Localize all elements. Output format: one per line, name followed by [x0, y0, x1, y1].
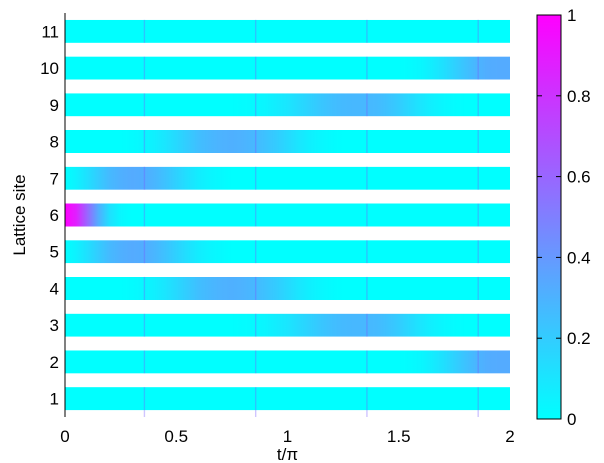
y-tick-label: 10: [40, 59, 59, 78]
y-tick-label: 11: [41, 22, 59, 41]
x-tick-label: 1.5: [387, 427, 411, 446]
band-site-9: [65, 93, 510, 117]
x-tick-labels: 0 0.5 1 1.5 2: [60, 427, 514, 446]
x-tick-label: 2: [505, 427, 514, 446]
band-site-11: [65, 19, 510, 43]
band-gap: [66, 336, 511, 351]
band-gap: [66, 6, 511, 20]
x-tick-label: 0.5: [164, 427, 188, 446]
colorbar-tick-label: 0.4: [567, 248, 591, 267]
y-tick-label: 7: [50, 169, 59, 188]
colorbar-tick-label: 0.8: [567, 87, 591, 106]
colorbar: [536, 14, 562, 420]
band-site-5: [65, 240, 510, 264]
x-axis-label: t/π: [277, 445, 298, 463]
y-tick-label: 4: [50, 279, 59, 298]
y-axis-label: Lattice site: [10, 174, 29, 255]
time-gridlines: [66, 6, 511, 417]
colorbar-tick-label: 0.2: [567, 329, 591, 348]
x-tick-label: 1: [283, 427, 292, 446]
y-tick-label: 5: [50, 243, 59, 262]
band-gap: [66, 79, 511, 94]
colorbar-tick-label: 1: [567, 6, 576, 25]
band-site-1: [65, 387, 510, 411]
x-tick-label: 0: [60, 427, 69, 446]
band-gap: [66, 189, 511, 204]
band-site-8: [65, 130, 510, 153]
band-site-7: [65, 166, 510, 190]
band-site-6: [65, 203, 510, 227]
y-tick-label: 9: [50, 96, 59, 115]
band-site-3: [65, 313, 510, 337]
band-gap: [66, 226, 511, 241]
band-site-4: [65, 277, 510, 300]
y-tick-label: 2: [50, 353, 59, 372]
y-tick-label: 1: [50, 390, 59, 409]
colorbar-tick-label: 0.6: [567, 168, 591, 187]
band-gap: [66, 153, 511, 167]
band-gap: [66, 373, 511, 388]
lattice-bands: [65, 19, 510, 411]
y-tick-labels: 1 2 3 4 5 6 7 8 9 10 11: [40, 22, 59, 408]
colorbar-tick-labels: 0 0.2 0.4 0.6 0.8 1: [537, 6, 591, 429]
y-tick-label: 6: [50, 206, 59, 225]
band-site-10: [65, 56, 510, 80]
colorbar-tick-label: 0: [567, 410, 576, 429]
y-tick-label: 8: [50, 133, 59, 152]
band-site-2: [65, 350, 510, 374]
band-gap: [66, 116, 511, 130]
band-gap: [66, 263, 511, 277]
band-gap: [66, 300, 511, 314]
y-tick-label: 3: [50, 316, 59, 335]
band-gap: [66, 42, 511, 57]
